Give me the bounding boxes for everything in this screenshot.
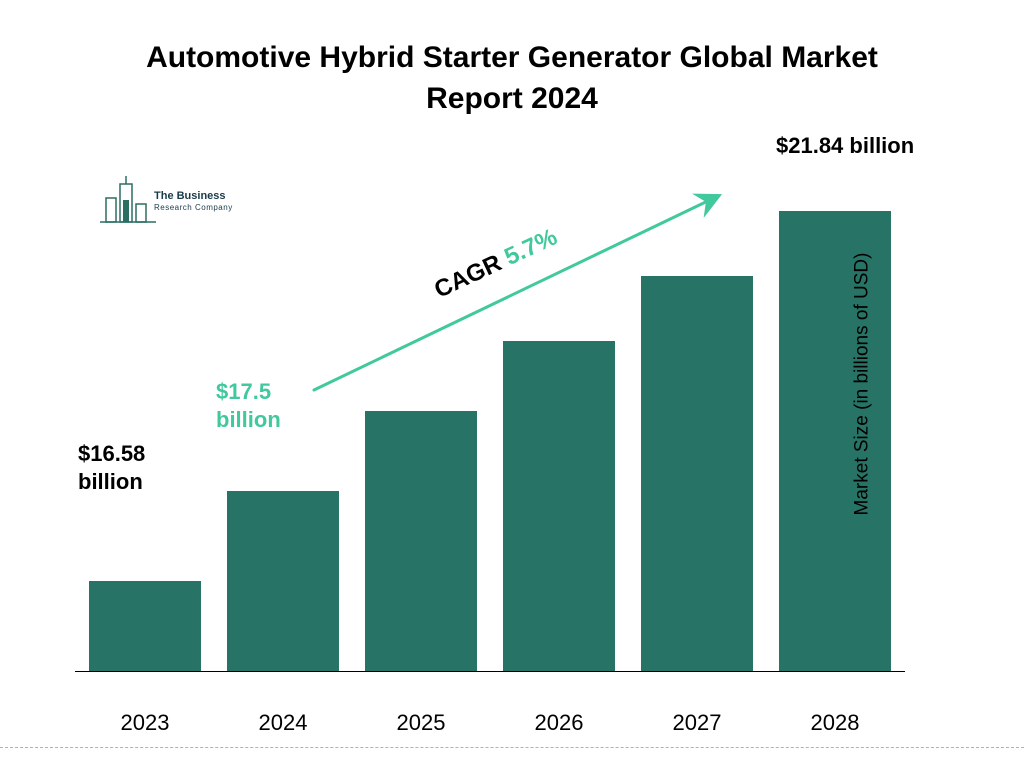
x-tick-label: 2027 bbox=[673, 710, 722, 736]
chart-area bbox=[75, 160, 905, 700]
bar-2028 bbox=[779, 211, 891, 671]
bar-2023 bbox=[89, 581, 201, 671]
y-axis-label: Market Size (in billions of USD) bbox=[852, 253, 874, 516]
x-tick-label: 2028 bbox=[811, 710, 860, 736]
bar-2024 bbox=[227, 491, 339, 671]
x-tick-label: 2026 bbox=[535, 710, 584, 736]
bar-2027 bbox=[641, 276, 753, 671]
value-callout-1: $17.5billion bbox=[216, 378, 281, 433]
x-tick-label: 2023 bbox=[121, 710, 170, 736]
value-callout-2: $21.84 billion bbox=[776, 132, 914, 160]
chart-title: Automotive Hybrid Starter Generator Glob… bbox=[102, 38, 922, 119]
bottom-dashed-border bbox=[0, 747, 1024, 748]
value-callout-0: $16.58billion bbox=[78, 440, 145, 495]
x-tick-label: 2025 bbox=[397, 710, 446, 736]
bar-2025 bbox=[365, 411, 477, 671]
x-tick-label: 2024 bbox=[259, 710, 308, 736]
bar-2026 bbox=[503, 341, 615, 671]
